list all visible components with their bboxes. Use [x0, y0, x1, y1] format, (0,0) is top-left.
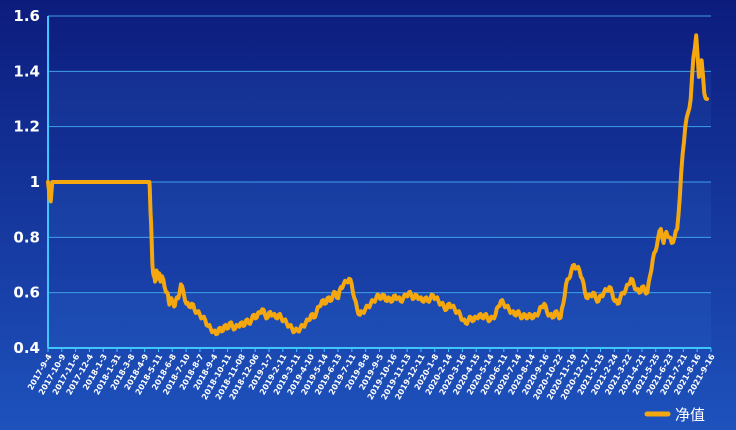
grid-band [48, 127, 711, 182]
series-line-净值 [46, 33, 709, 337]
grid-band [48, 237, 711, 292]
grid-band [48, 71, 711, 127]
grid-band [48, 16, 711, 71]
grid-band [48, 292, 711, 348]
y-tick-label: 1.4 [13, 62, 40, 80]
y-tick-label: 0.6 [13, 284, 40, 302]
y-tick-label: 0.8 [13, 228, 40, 246]
series-layer [46, 33, 709, 337]
y-tick-labels: 1.6 1.4 1.2 1 0.8 0.6 0.4 [13, 7, 40, 357]
legend-label: 净值 [675, 406, 705, 424]
y-tick-label: 1.6 [13, 7, 40, 25]
y-tick-label: 1.2 [13, 118, 40, 136]
grid-layer [48, 15, 711, 349]
legend: 净值 [644, 406, 705, 424]
y-tick-label: 1 [30, 173, 40, 191]
y-tick-label: 0.4 [13, 339, 40, 357]
grid-band [48, 182, 711, 238]
